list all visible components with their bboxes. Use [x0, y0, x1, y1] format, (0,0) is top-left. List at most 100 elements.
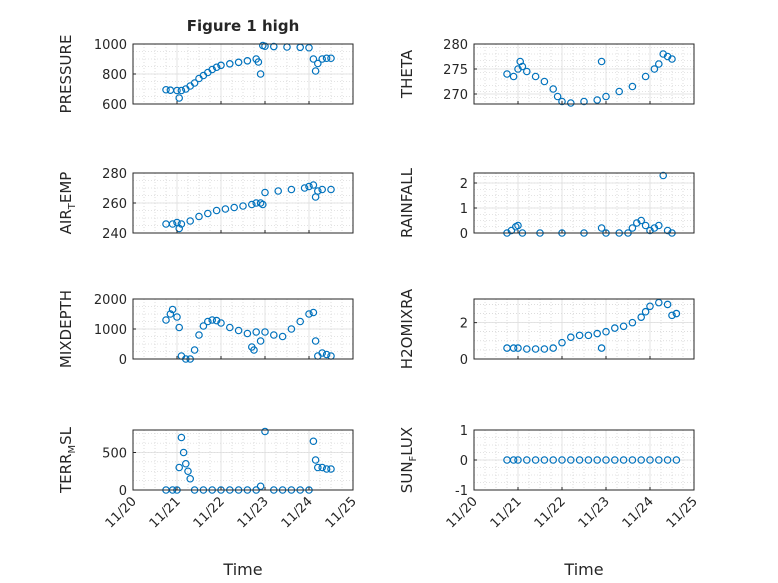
y-label-subscript: F — [408, 455, 419, 461]
data-point — [313, 59, 322, 68]
data-point — [269, 42, 278, 51]
data-point — [186, 474, 195, 483]
data-point — [540, 456, 549, 464]
data-point — [619, 322, 628, 331]
y-tick-label: 1 — [460, 424, 468, 439]
data-point — [318, 55, 327, 63]
y-axis-label: MIXDEPTH — [57, 290, 75, 368]
data-point — [182, 459, 190, 468]
data-point — [322, 54, 331, 63]
y-tick-label: 260 — [102, 197, 127, 212]
y-tick-label: 0 — [119, 484, 127, 499]
data-point — [175, 323, 184, 332]
data-point — [327, 185, 335, 194]
data-point — [509, 344, 518, 352]
data-point — [212, 316, 221, 325]
axes-outline — [473, 298, 695, 360]
y-label-subscript: M — [67, 445, 78, 454]
y-tick-label: 1000 — [94, 323, 127, 338]
data-point — [177, 433, 186, 442]
data-point — [168, 305, 177, 314]
y-tick-label: 280 — [102, 167, 127, 182]
data-point — [641, 307, 650, 316]
y-tick-label: 0 — [119, 353, 127, 368]
data-point — [514, 221, 522, 230]
data-point — [162, 85, 170, 94]
data-point — [226, 323, 234, 332]
subplot-2: 270 275 280 THETA — [398, 38, 695, 107]
y-tick-label: 280 — [443, 38, 468, 53]
data-point — [322, 350, 331, 359]
data-point — [619, 456, 628, 464]
y-axis-label: THETA — [398, 49, 416, 99]
data-point — [663, 300, 672, 309]
data-point — [646, 456, 654, 464]
data-point — [305, 182, 313, 191]
y-tick-label: 2 — [460, 317, 468, 332]
data-point — [593, 329, 602, 338]
data-point — [327, 54, 335, 63]
data-point — [175, 94, 184, 102]
data-point — [195, 331, 203, 339]
data-point — [313, 463, 322, 472]
data-point — [628, 82, 637, 91]
data-point — [628, 318, 637, 327]
data-point — [252, 328, 261, 336]
data-point — [610, 456, 619, 464]
data-point — [540, 345, 549, 353]
data-point — [217, 61, 225, 70]
figure-title: Figure 1 high — [187, 17, 300, 35]
data-point — [162, 316, 170, 324]
data-point — [274, 187, 283, 195]
data-point — [173, 86, 181, 95]
y-label-main: MIXDEPTH — [57, 290, 75, 368]
y-tick-label: 240 — [102, 227, 127, 242]
y-tick-label: 275 — [443, 63, 468, 78]
data-point — [318, 463, 327, 472]
data-point — [575, 456, 584, 464]
data-point — [518, 62, 527, 71]
y-label-main: H2OMIXRA — [398, 288, 416, 369]
data-point — [602, 92, 610, 101]
y-axis-label: AIRTEMP — [57, 172, 78, 235]
data-point — [584, 331, 593, 340]
data-point — [256, 70, 265, 78]
y-tick-label: -1 — [455, 484, 468, 499]
data-point — [615, 87, 624, 96]
data-point — [177, 220, 186, 228]
data-point — [175, 463, 184, 472]
x-tick-label: 11/21 — [488, 494, 525, 531]
subplot-1: 600 800 1000 PRESSURE — [57, 35, 354, 114]
data-point — [580, 97, 588, 106]
data-point — [575, 331, 584, 340]
data-point — [672, 456, 681, 464]
data-point — [254, 58, 263, 66]
data-point — [672, 309, 681, 318]
data-point — [531, 456, 540, 464]
y-label-main: PRESSURE — [57, 35, 75, 114]
data-point — [602, 456, 610, 464]
data-point — [641, 72, 650, 81]
data-point — [637, 456, 646, 464]
data-point — [175, 224, 184, 233]
x-tick-label: 11/25 — [323, 494, 360, 531]
data-point — [300, 184, 309, 192]
data-point — [309, 55, 318, 63]
data-point — [269, 331, 278, 339]
data-point — [309, 437, 318, 446]
data-point — [531, 72, 540, 81]
y-label-main: TERR — [57, 454, 75, 495]
x-tick-label: 11/20 — [103, 494, 140, 531]
data-point — [243, 56, 252, 65]
data-point — [593, 456, 602, 464]
x-tick-label: 11/20 — [444, 494, 481, 531]
data-point — [628, 456, 637, 464]
data-point — [261, 427, 269, 436]
data-point — [663, 456, 672, 464]
data-point — [168, 220, 177, 228]
data-point — [212, 206, 221, 215]
data-point — [593, 96, 602, 104]
y-axis-label: RAINFALL — [398, 167, 416, 238]
